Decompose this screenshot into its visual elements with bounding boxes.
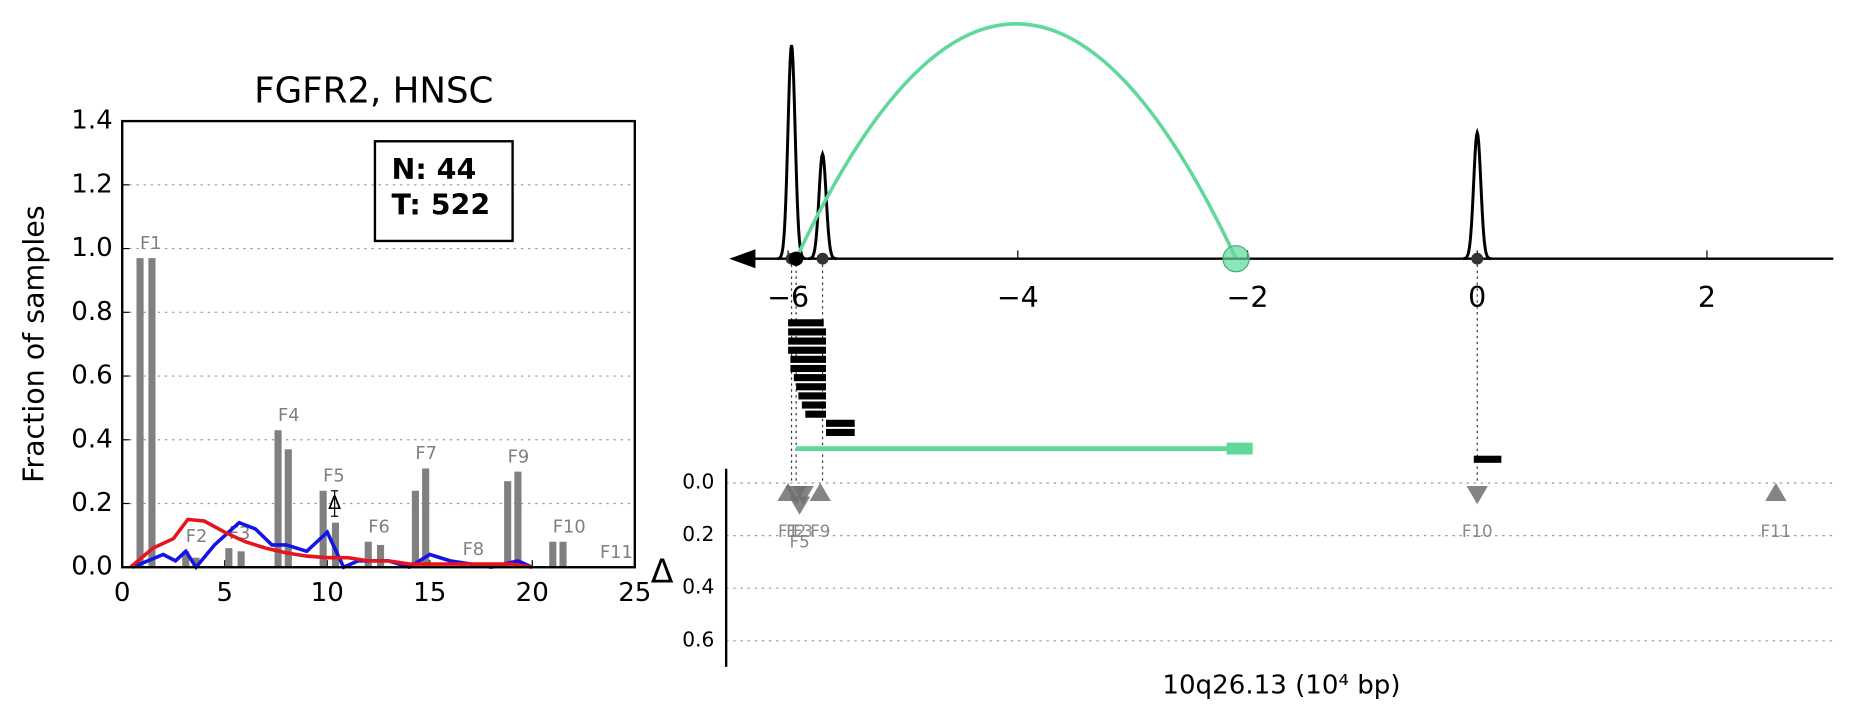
read: [796, 383, 827, 391]
coverage-peak: [777, 44, 806, 261]
bar: [225, 548, 233, 568]
read: [788, 319, 824, 327]
y-tick-label: 0.0: [682, 469, 714, 493]
x-tick-label: −2: [1227, 281, 1269, 314]
bar: [376, 544, 385, 568]
exon-marker: [1466, 486, 1488, 505]
read: [826, 419, 855, 427]
exon-label: F3: [793, 522, 813, 541]
x-tick-label: −4: [997, 281, 1039, 314]
junction-read-end: [1226, 442, 1253, 455]
exon-label: F2: [186, 526, 208, 547]
y-tick-label: 0.2: [71, 488, 113, 518]
legend-text: N: 44: [392, 153, 477, 186]
junction-arc: [794, 22, 1238, 260]
bar: [192, 557, 200, 568]
exon-label: F11: [600, 542, 633, 563]
y-tick-label: 0.8: [71, 297, 113, 327]
read: [805, 410, 827, 418]
site-dot: [1471, 252, 1484, 265]
read: [790, 355, 827, 363]
bar: [411, 490, 419, 568]
x-tick-label: 10: [311, 578, 344, 608]
bar: [284, 449, 292, 568]
bar: [274, 430, 282, 568]
legend-text: T: 522: [392, 189, 491, 222]
y-axis-label: Δ: [651, 552, 674, 591]
read: [788, 337, 827, 345]
read: [1473, 455, 1502, 463]
exon-label: F9: [810, 522, 830, 541]
y-tick-label: 1.2: [71, 169, 113, 199]
exon-marker: [788, 496, 811, 515]
bar: [136, 258, 144, 568]
bar: [182, 551, 190, 568]
bar: [504, 481, 512, 568]
y-tick-label: 1.0: [71, 233, 113, 263]
exon-label: F11: [1761, 522, 1792, 541]
x-tick-label: 25: [618, 578, 651, 608]
chart-title: FGFR2, HNSC: [254, 71, 493, 112]
y-axis-label: Fraction of samples: [18, 205, 51, 483]
exon-marker: [1765, 482, 1787, 501]
y-tick-label: 0.4: [71, 424, 113, 454]
bar: [559, 541, 567, 568]
y-tick-label: 0.2: [682, 522, 714, 546]
exon-marker: [792, 486, 814, 505]
bar: [549, 541, 557, 568]
read: [793, 374, 827, 382]
coverage-peak: [808, 149, 837, 261]
bar: [331, 522, 340, 568]
axis-arrow: [729, 249, 756, 269]
y-tick-label: 0.6: [71, 361, 113, 391]
read: [788, 328, 827, 336]
bar: [148, 258, 156, 568]
exon-label: F10: [553, 517, 586, 538]
exon-label: F8: [463, 539, 485, 560]
exon-label: F1: [778, 522, 798, 541]
bar: [319, 490, 327, 568]
y-tick-label: 0.4: [682, 575, 714, 599]
line: [129, 517, 533, 569]
bar: [514, 471, 522, 568]
read: [790, 364, 827, 373]
exon-label: F4: [278, 405, 300, 426]
exon-label: F5: [323, 466, 345, 487]
x-axis-label: 10q26.13 (10⁴ bp): [1162, 670, 1400, 700]
exon-label: F6: [368, 517, 390, 538]
x-tick-label: 0: [114, 578, 131, 608]
exon-marker: [809, 482, 831, 501]
bar: [237, 551, 245, 568]
x-tick-label: 15: [413, 578, 446, 608]
read: [801, 401, 827, 409]
coverage-peak: [1462, 127, 1492, 261]
delta-marker: Δ: [328, 492, 341, 514]
read: [798, 392, 827, 400]
junction-start: [789, 251, 804, 266]
exon-label: F2: [786, 522, 806, 541]
y-tick-label: 1.4: [71, 106, 113, 136]
site-dot: [816, 252, 829, 265]
x-tick-label: 5: [216, 578, 233, 608]
legend-box: [373, 140, 514, 243]
exon-label: F1: [140, 233, 162, 254]
x-tick-label: −6: [767, 281, 809, 314]
x-tick-label: 20: [516, 578, 549, 608]
y-tick-label: 0.0: [71, 552, 113, 582]
exon-label: F7: [415, 443, 437, 464]
read: [826, 428, 855, 437]
plot-frame: [121, 119, 636, 569]
x-tick-label: 2: [1698, 281, 1716, 314]
exon-label: F9: [508, 446, 530, 467]
exon-label: F5: [790, 533, 810, 552]
bar: [422, 468, 430, 568]
bar: [364, 541, 372, 568]
y-tick-label: 0.6: [682, 627, 714, 651]
exon-label: F10: [1462, 522, 1493, 541]
read: [788, 346, 827, 354]
junction-end: [1222, 245, 1250, 273]
x-tick-label: 0: [1468, 281, 1486, 314]
